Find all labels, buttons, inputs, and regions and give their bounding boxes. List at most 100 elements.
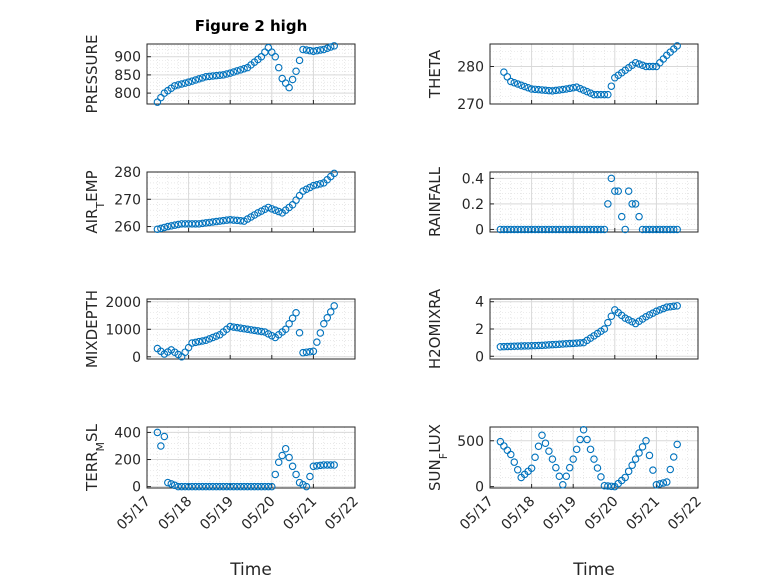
data-point <box>572 445 581 454</box>
data-point <box>534 85 543 94</box>
data-point <box>288 314 297 323</box>
data-point <box>302 46 311 54</box>
data-point <box>313 462 321 470</box>
data-point <box>624 187 633 195</box>
data-point <box>191 220 200 228</box>
data-point <box>538 341 546 350</box>
data-point <box>586 445 595 454</box>
data-point <box>565 463 574 472</box>
data-point <box>306 472 314 481</box>
data-point <box>177 80 186 88</box>
data-point <box>160 432 169 441</box>
data-point <box>593 464 602 472</box>
data-point <box>330 302 338 310</box>
data-point <box>309 181 318 190</box>
y-tick-label: 800 <box>114 86 141 102</box>
data-point <box>552 463 560 472</box>
x-tick-label: 05/19 <box>197 494 237 534</box>
data-point <box>243 325 252 334</box>
data-point <box>649 62 657 71</box>
data-point <box>212 71 221 80</box>
data-point <box>285 83 293 92</box>
data-point <box>240 64 248 73</box>
y-tick-label: 0 <box>475 222 484 238</box>
data-point <box>226 215 234 224</box>
data-point <box>205 218 214 227</box>
axes-box <box>489 43 699 105</box>
data-point <box>673 225 681 234</box>
data-point <box>160 223 169 232</box>
data-point <box>555 86 564 94</box>
y-tick-label: 0 <box>475 480 484 496</box>
data-point <box>202 72 210 81</box>
y-tick-label: 900 <box>114 50 141 66</box>
data-point <box>663 303 671 311</box>
data-point <box>614 187 623 195</box>
data-point <box>569 339 577 348</box>
data-point <box>562 340 571 348</box>
data-point <box>541 86 550 95</box>
data-point <box>191 76 200 84</box>
y-tick-label: 0.2 <box>462 197 484 213</box>
data-point <box>604 482 612 490</box>
data-point <box>545 447 553 455</box>
data-point <box>611 187 619 195</box>
subplot-pressure: 800 850 900 PRESSURE <box>83 35 356 113</box>
data-point <box>507 77 515 86</box>
data-point <box>541 341 550 349</box>
data-point <box>326 308 335 316</box>
data-point <box>302 348 311 356</box>
data-point <box>313 338 321 346</box>
data-point <box>510 79 519 87</box>
data-point <box>673 42 681 50</box>
data-point <box>271 206 280 214</box>
data-point <box>153 225 162 234</box>
data-point <box>503 73 512 81</box>
data-point <box>513 80 522 88</box>
data-point <box>631 200 640 208</box>
data-point <box>181 79 189 87</box>
data-point <box>170 481 179 490</box>
data-point <box>271 470 280 479</box>
data-point <box>652 481 661 489</box>
data-point <box>534 442 543 451</box>
data-point <box>195 337 203 346</box>
data-point <box>607 312 616 321</box>
data-point <box>656 480 664 488</box>
subplot-rainfall: 0 0.2 0.4 RAINFALL <box>426 166 699 238</box>
data-point <box>198 337 207 345</box>
data-point <box>264 203 273 212</box>
y-tick-label: 270 <box>114 192 141 208</box>
data-point <box>281 444 290 453</box>
data-point <box>271 52 280 61</box>
data-point <box>552 340 560 349</box>
data-point <box>548 455 557 463</box>
data-point <box>638 61 647 69</box>
data-point <box>216 217 224 225</box>
y-axis-label: H2OMIXRA <box>426 288 444 369</box>
data-point <box>170 221 179 229</box>
y-axis-label: AIRTEMP <box>83 170 107 233</box>
data-point <box>666 302 675 311</box>
data-point <box>209 333 217 342</box>
data-point <box>524 84 532 92</box>
data-point <box>309 347 318 356</box>
data-point <box>292 309 300 317</box>
data-point <box>624 467 633 476</box>
data-point <box>216 71 224 80</box>
data-point <box>597 225 605 234</box>
x-tick-label: 05/22 <box>322 494 362 534</box>
data-point <box>316 46 325 54</box>
data-point <box>316 180 325 188</box>
subplot-sun-flux: 0 500 05/17 05/18 05/19 05/20 05/21 05/22 SUNFLU… <box>426 424 705 533</box>
data-point <box>323 44 332 52</box>
data-point <box>631 58 640 67</box>
data-point <box>531 453 539 462</box>
data-point <box>548 340 557 349</box>
data-point <box>569 84 577 92</box>
data-point <box>257 327 266 336</box>
data-point <box>323 314 332 322</box>
x-tick-label: 05/18 <box>499 494 539 534</box>
